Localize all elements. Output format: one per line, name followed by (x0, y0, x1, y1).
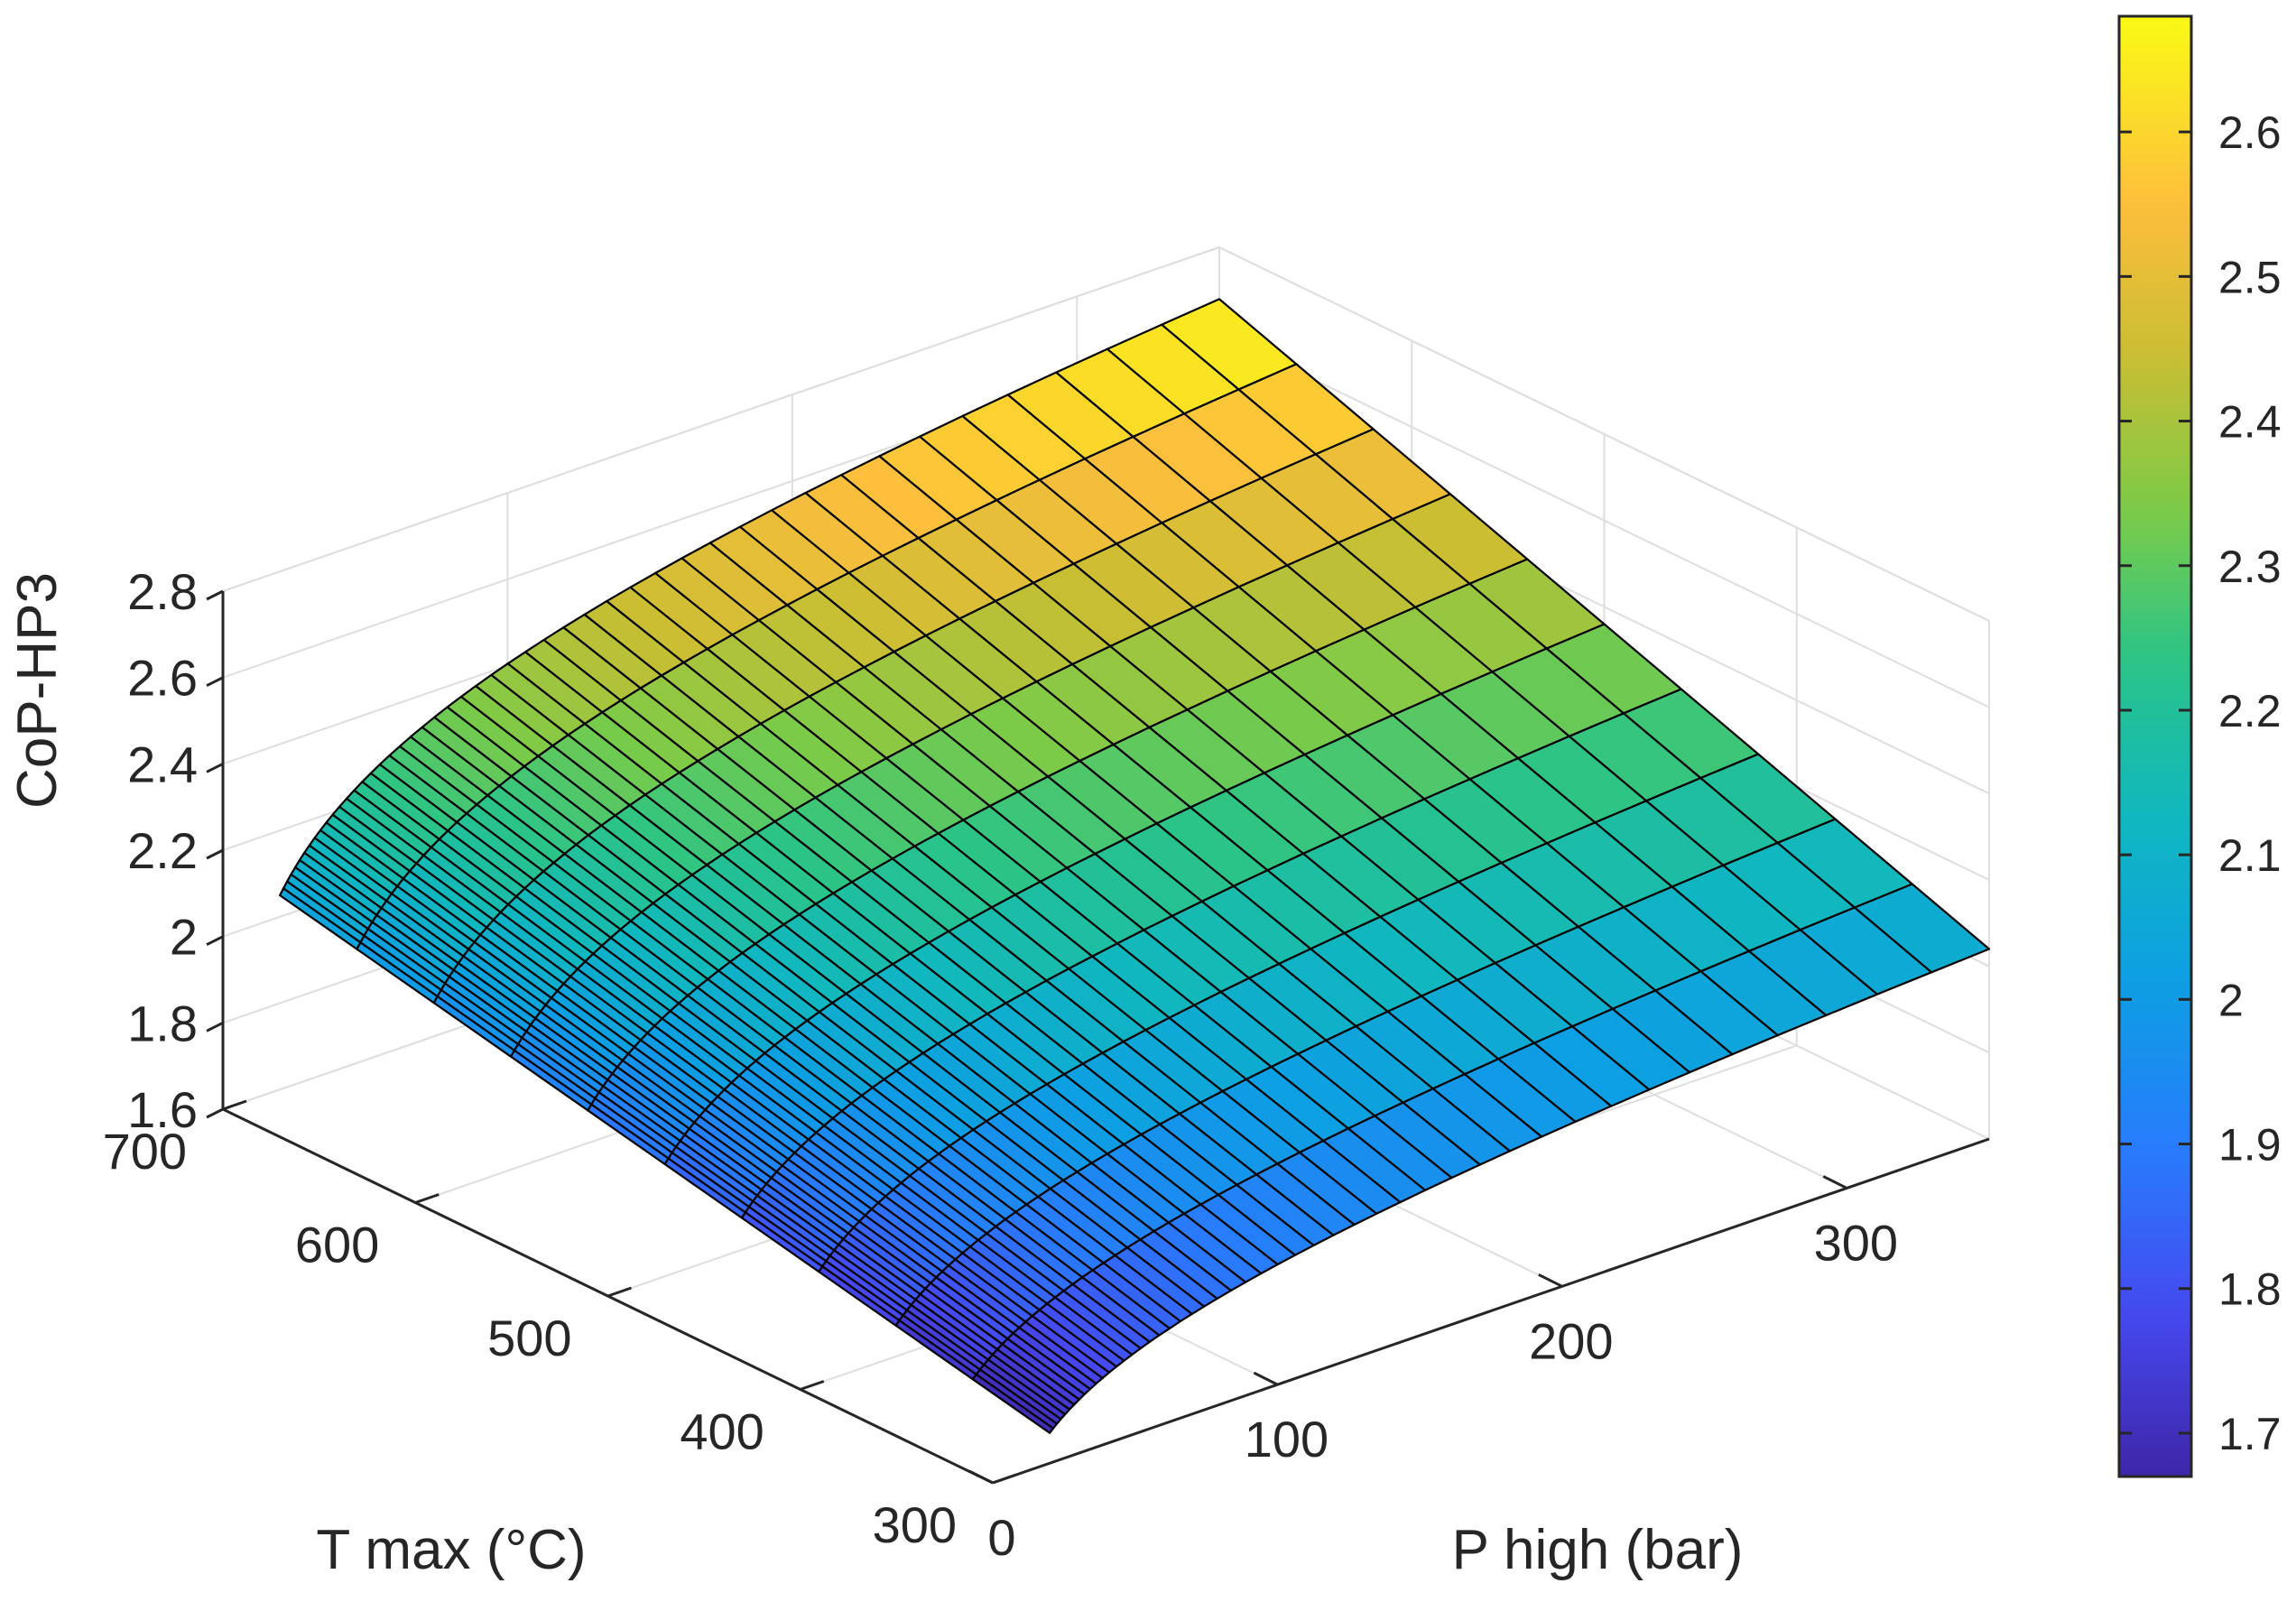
box-edge (222, 246, 1220, 592)
y-axis-label: T max (°C) (316, 1519, 586, 1581)
p-tick (1822, 1175, 1847, 1190)
tick-labels: 1.6 1.8 2 2.2 2.4 2.6 2.8 300 400 500 600 700 0 100 20… (103, 563, 1898, 1566)
t-tick (414, 1193, 440, 1204)
colorbar-tick-label: 2.3 (2218, 542, 2282, 592)
z-axis-label: CoP-HP3 (6, 572, 69, 809)
t-tick-label: 700 (103, 1123, 187, 1180)
colorbar: 1.7 1.8 1.9 2 2.1 2.2 2.3 2.4 2.5 2.6 (2117, 14, 2282, 1478)
t-tick (222, 1099, 247, 1111)
z-tick-label: 2.2 (127, 822, 198, 879)
colorbar-tick-label: 1.8 (2218, 1264, 2282, 1315)
surface-plot (279, 298, 1991, 1434)
z-tick-label: 1.8 (127, 995, 198, 1051)
z-tick (206, 848, 224, 860)
colorbar-tick-label: 2.1 (2218, 830, 2282, 881)
p-tick-label: 300 (1814, 1214, 1898, 1271)
surface-patch (279, 887, 362, 950)
grid-line (1218, 332, 1990, 708)
z-tick (206, 1021, 224, 1032)
p-tick (968, 1469, 994, 1485)
z-tick-label: 2.6 (127, 650, 198, 707)
p-tick (1253, 1371, 1279, 1386)
z-tick (206, 762, 224, 773)
colorbar-tick-label: 1.9 (2218, 1120, 2282, 1171)
p-tick-label: 0 (987, 1509, 1015, 1566)
box-edge (1218, 246, 1990, 622)
axes (206, 589, 1990, 1485)
t-tick (607, 1286, 632, 1298)
colorbar-tick-label: 1.7 (2218, 1409, 2282, 1459)
z-tick-label: 2 (170, 909, 198, 966)
colorbar-tick-label: 2.4 (2218, 397, 2282, 448)
p-tick-label: 100 (1245, 1411, 1329, 1467)
t-tick-label: 600 (295, 1217, 379, 1273)
z-tick (206, 589, 224, 601)
t-tick (800, 1380, 825, 1391)
t-tick-label: 400 (680, 1403, 764, 1460)
z-tick-label: 2.8 (127, 563, 198, 620)
z-tick-label: 1.6 (127, 1081, 198, 1138)
x-axis-label: P high (bar) (1452, 1519, 1744, 1581)
colorbar-tick-label: 2 (2218, 975, 2244, 1025)
p-tick (1538, 1273, 1563, 1288)
z-tick (206, 676, 224, 688)
colorbar-tick-label: 2.5 (2218, 252, 2282, 302)
t-tick-label: 500 (487, 1310, 571, 1366)
colorbar-tick-label: 2.2 (2218, 686, 2282, 736)
p-axis-line (992, 1137, 1990, 1485)
colorbar-tick-label: 2.6 (2218, 107, 2282, 158)
p-tick-label: 200 (1529, 1312, 1613, 1369)
t-tick-label: 300 (873, 1496, 957, 1553)
z-tick-label: 2.4 (127, 736, 198, 792)
z-tick (206, 1107, 224, 1119)
z-tick (206, 935, 224, 947)
colorbar-ramp (2117, 14, 2193, 1478)
